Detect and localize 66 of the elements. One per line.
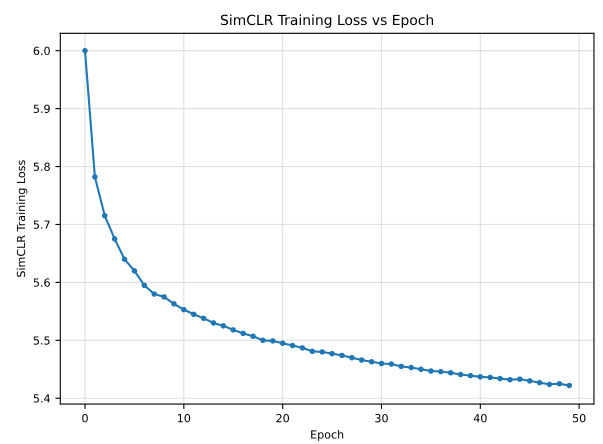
point	[290, 342, 296, 348]
point	[319, 349, 325, 355]
point	[556, 380, 562, 387]
point	[418, 366, 424, 372]
point	[468, 372, 474, 378]
point	[92, 174, 98, 180]
point	[260, 338, 266, 344]
point	[339, 352, 345, 358]
point	[398, 364, 404, 370]
point	[478, 374, 484, 380]
point	[240, 330, 246, 336]
point	[250, 333, 256, 340]
point	[497, 376, 503, 382]
point	[210, 320, 216, 326]
y-tick-label: 5.7	[34, 220, 50, 229]
point	[310, 348, 316, 354]
y-tick-label: 6.0	[34, 46, 50, 56]
point	[270, 338, 276, 344]
point	[448, 370, 454, 376]
point	[428, 368, 434, 374]
point	[181, 306, 187, 312]
point	[300, 345, 306, 351]
point	[82, 48, 88, 54]
x-tick-label: 40	[474, 414, 487, 422]
point	[458, 372, 464, 378]
point	[517, 376, 523, 382]
point	[142, 282, 148, 288]
x-tick-label: 20	[276, 414, 289, 422]
point	[507, 376, 513, 382]
point	[122, 256, 128, 262]
point	[438, 368, 444, 374]
point	[329, 350, 335, 356]
point	[190, 311, 196, 318]
x-axis-title: Epoch	[311, 430, 344, 441]
y-tick-label: 5.5	[34, 336, 50, 345]
y-axis-title: SimCLR Training Loss	[16, 160, 28, 277]
point	[102, 212, 108, 219]
point	[378, 360, 384, 366]
point	[349, 354, 355, 360]
point	[546, 382, 552, 388]
y-tick-label: 5.8	[34, 162, 50, 171]
point	[161, 294, 167, 300]
point	[358, 357, 364, 363]
x-tick-label: 0	[82, 414, 88, 422]
y-tick-label: 5.4	[34, 394, 50, 403]
point	[200, 316, 206, 322]
x-tick-label: 50	[572, 414, 586, 422]
point	[230, 327, 236, 333]
point	[171, 301, 177, 307]
point	[388, 361, 394, 367]
point	[151, 291, 157, 297]
point	[536, 380, 542, 386]
y-tick-label: 5.6	[34, 278, 50, 287]
point	[220, 323, 226, 329]
point	[526, 378, 532, 384]
point	[487, 374, 493, 380]
chart-title: SimCLR Training Loss vs Epoch	[220, 14, 434, 28]
point	[408, 364, 414, 370]
x-tick-label: 30	[375, 414, 388, 422]
x-tick-label: 10	[178, 414, 190, 422]
point	[280, 340, 286, 346]
point	[112, 236, 118, 242]
point	[566, 382, 572, 388]
point	[132, 268, 138, 274]
y-tick-label: 5.9	[34, 104, 50, 113]
point	[368, 358, 374, 365]
